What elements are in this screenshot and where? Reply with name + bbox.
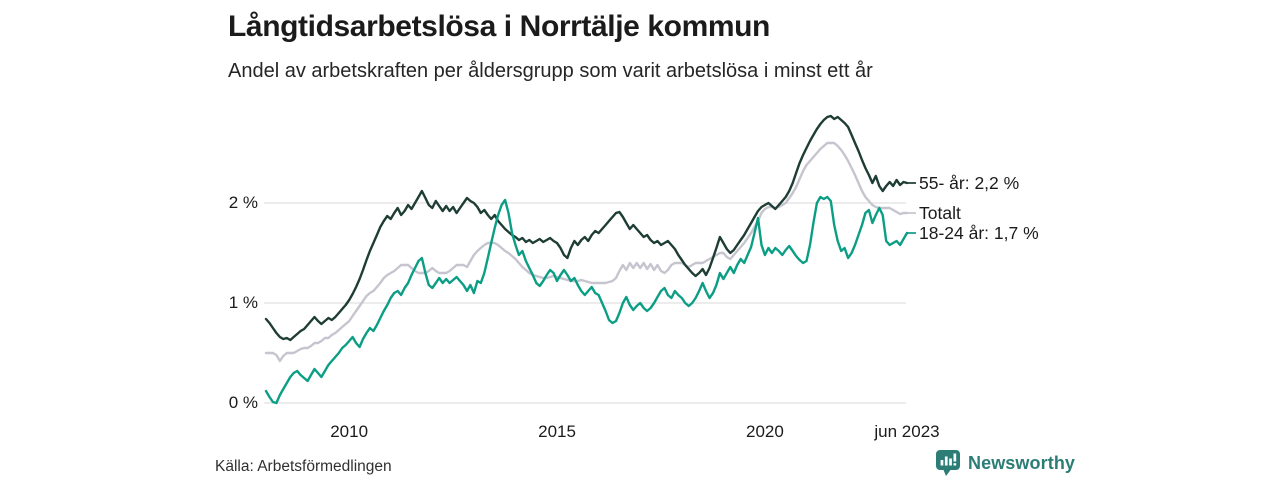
legend-label-18-24-ar: 18-24 år: 1,7 % (919, 222, 1039, 243)
legend-55-ar: 55- år: 2,2 % (906, 172, 1019, 194)
x-axis-tick-label: 2020 (746, 422, 784, 441)
legend-totalt: Totalt (906, 202, 961, 224)
y-axis-tick-label: 1 % (228, 293, 258, 312)
x-axis-tick-label: 2010 (330, 422, 369, 441)
x-axis-tick-label: 2015 (538, 422, 576, 441)
legend-tick-totalt (906, 212, 916, 214)
chart-subtitle: Andel av arbetskraften per åldersgrupp s… (228, 60, 873, 82)
source-note: Källa: Arbetsförmedlingen (215, 458, 392, 475)
series-line-55--år (264, 114, 909, 342)
legend-18-24-ar: 18-24 år: 1,7 % (906, 222, 1039, 244)
legend-label-55-ar: 55- år: 2,2 % (919, 172, 1020, 193)
brand-logo: Newsworthy (935, 449, 1075, 477)
y-axis-tick-label: 0 % (228, 393, 258, 412)
newsworthy-speech-bubble-bar-chart-icon (936, 450, 960, 476)
legend-tick-18-24-ar (906, 232, 916, 234)
series-line-Totalt (264, 141, 909, 363)
brand-name: Newsworthy (968, 452, 1076, 473)
x-axis-tick-label: jun 2023 (874, 422, 940, 441)
legend-label-totalt: Totalt (919, 202, 961, 223)
series-line-18-24-år (264, 195, 909, 405)
y-axis-tick-label: 2 % (228, 193, 258, 212)
legend-tick-55-ar (906, 182, 916, 184)
chart-title: Långtidsarbetslösa i Norrtälje kommun (228, 10, 770, 43)
